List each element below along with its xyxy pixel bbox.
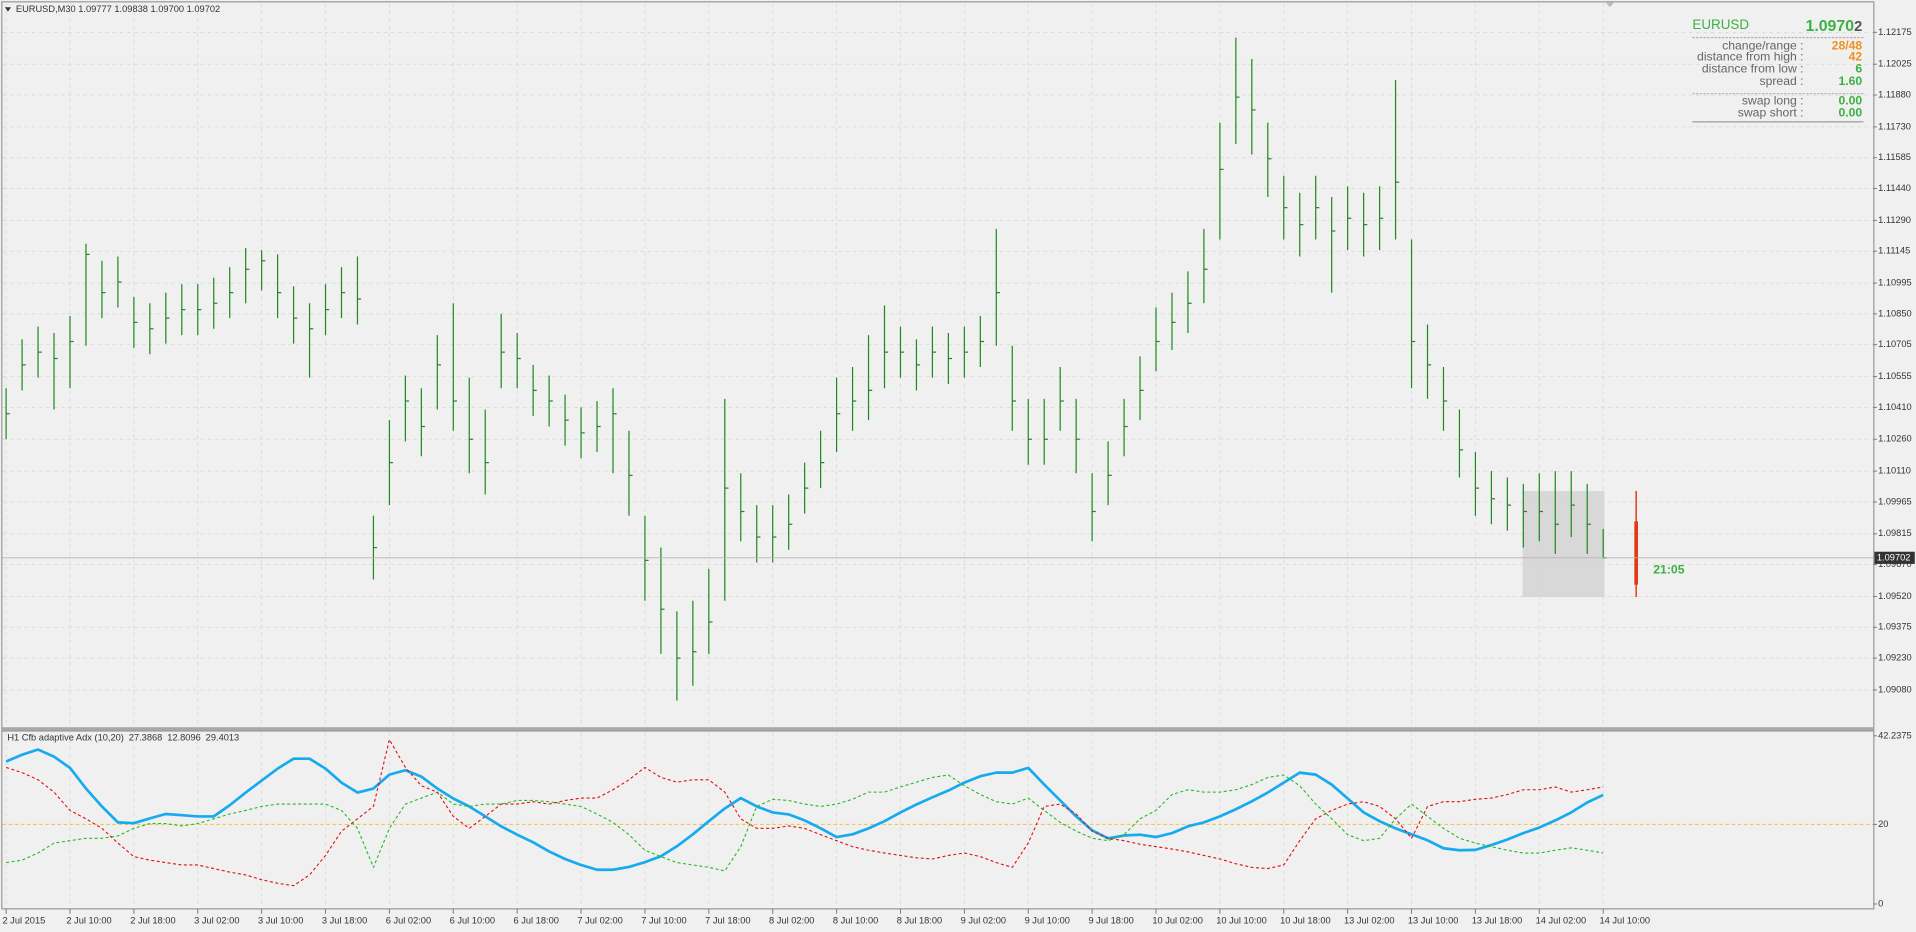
indicator-value: 29.4013 [206,733,240,743]
y-tick-label: 1.11440 [1878,183,1911,193]
info-value: 0.00 [1838,93,1862,107]
indicator-header: H1 Cfb adaptive Adx (10,20) 27.3868 12.809… [7,733,239,743]
price-header: EURUSD,M30 1.09777 1.09838 1.09700 1.097… [16,4,220,14]
x-tick-label: 9 Jul 18:00 [1088,915,1133,925]
y-tick-label: 1.10995 [1878,278,1912,288]
range-box [1522,490,1605,597]
x-tick-label: 13 Jul 18:00 [1472,915,1523,925]
x-tick-label: 14 Jul 10:00 [1600,915,1651,925]
dashed-line [6,774,1604,872]
y-tick-label: 1.10705 [1878,339,1912,349]
y-tick-label: 1.11880 [1878,89,1911,99]
x-tick-label: 8 Jul 18:00 [897,915,942,925]
x-tick-label: 10 Jul 10:00 [1216,915,1267,925]
info-label: distance from high : [1697,49,1804,63]
x-tick-label: 10 Jul 18:00 [1280,915,1331,925]
x-tick-label: 13 Jul 02:00 [1344,915,1395,925]
info-symbol: EURUSD [1692,17,1749,32]
y-tick-label: 1.12175 [1878,27,1912,37]
panel-separator [1,727,1875,731]
info-price-digit: 2 [1854,19,1862,35]
y-tick-label: 1.10850 [1878,308,1912,318]
indicator-line [5,748,1604,872]
y-tick-label: 20 [1878,819,1888,829]
info-value: 42 [1849,49,1863,63]
menu-arrow [4,7,11,12]
y-tick-label: 1.10410 [1878,402,1912,412]
info-label: distance from low : [1702,62,1804,76]
x-tick-label: 9 Jul 10:00 [1025,915,1070,925]
y-tick-label: 1.10555 [1878,371,1912,381]
x-tick-label: 13 Jul 10:00 [1408,915,1459,925]
y-tick-label: 1.09670 [1878,559,1912,569]
shift-marker [1605,2,1615,8]
info-value: 0.00 [1838,106,1862,120]
y-tick-label: 1.09815 [1878,528,1912,538]
x-tick-label: 3 Jul 02:00 [194,915,239,925]
y-tick-label: 0 [1878,898,1883,908]
x-tick-label: 2 Jul 10:00 [66,915,111,925]
y-tick-label: 1.10110 [1878,466,1911,476]
x-tick-label: 2 Jul 2015 [2,915,45,925]
x-tick-label: 14 Jul 02:00 [1536,915,1587,925]
info-price-main: 1.0970 [1805,18,1854,35]
info-panel: EURUSD 1.09702 change/range : 28/48 distan… [1692,17,1864,123]
dashed-line [5,739,1604,887]
y-tick-label: 1.09080 [1878,684,1912,694]
y-tick-label: 1.09375 [1878,622,1912,632]
info-price: 1.09702 [1805,18,1862,35]
y-tick-label: 1.11145 [1878,246,1910,256]
indicator-value: 12.8096 [167,733,201,743]
info-label: swap long : [1742,93,1804,107]
y-tick-label: 1.12025 [1878,59,1912,69]
info-rows: change/range : 28/48 distance from high : 4… [1697,39,1862,120]
x-tick-label: 7 Jul 02:00 [577,915,622,925]
indicator-value: 27.3868 [129,733,163,743]
info-label: swap short : [1738,106,1804,120]
x-tick-label: 9 Jul 02:00 [961,915,1006,925]
info-label: change/range : [1722,39,1803,53]
indicator-name: H1 Cfb adaptive Adx (10,20) [7,733,124,743]
y-tick-label: 1.09965 [1878,496,1912,506]
y-tick-label: 1.09520 [1878,591,1912,601]
x-tick-label: 8 Jul 02:00 [769,915,814,925]
countdown: 21:05 [1653,562,1684,576]
bid-label: 1.09702 [1877,552,1911,562]
y-tick-label: 1.11585 [1878,152,1911,162]
x-tick-label: 3 Jul 18:00 [322,915,367,925]
y-tick-label: 1.09230 [1878,653,1912,663]
info-label: spread : [1759,74,1803,88]
y-tick-label: 1.11290 [1878,215,1911,225]
x-tick-label: 8 Jul 10:00 [833,915,878,925]
marks-layer: 2 Jul 2015 2 Jul 10:00 2 Jul 18:00 3 Jul 02… [2,27,1915,925]
y-tick-label: 42.2375 [1878,730,1912,740]
x-tick-label: 3 Jul 10:00 [258,915,303,925]
bid-box [1874,551,1915,564]
y-tick-label: 1.10260 [1878,434,1912,444]
x-tick-label: 6 Jul 02:00 [386,915,431,925]
x-tick-label: 10 Jul 02:00 [1152,915,1203,925]
x-tick-label: 6 Jul 10:00 [450,915,495,925]
info-value: 6 [1855,62,1862,76]
y-tick-label: 1.11730 [1878,121,1911,131]
info-value: 28/48 [1832,39,1863,53]
info-value: 1.60 [1838,74,1862,88]
x-tick-label: 2 Jul 18:00 [130,915,175,925]
x-tick-label: 6 Jul 18:00 [514,915,559,925]
x-tick-label: 7 Jul 10:00 [641,915,686,925]
indicator-frame [1,730,1875,910]
x-tick-label: 7 Jul 18:00 [705,915,750,925]
